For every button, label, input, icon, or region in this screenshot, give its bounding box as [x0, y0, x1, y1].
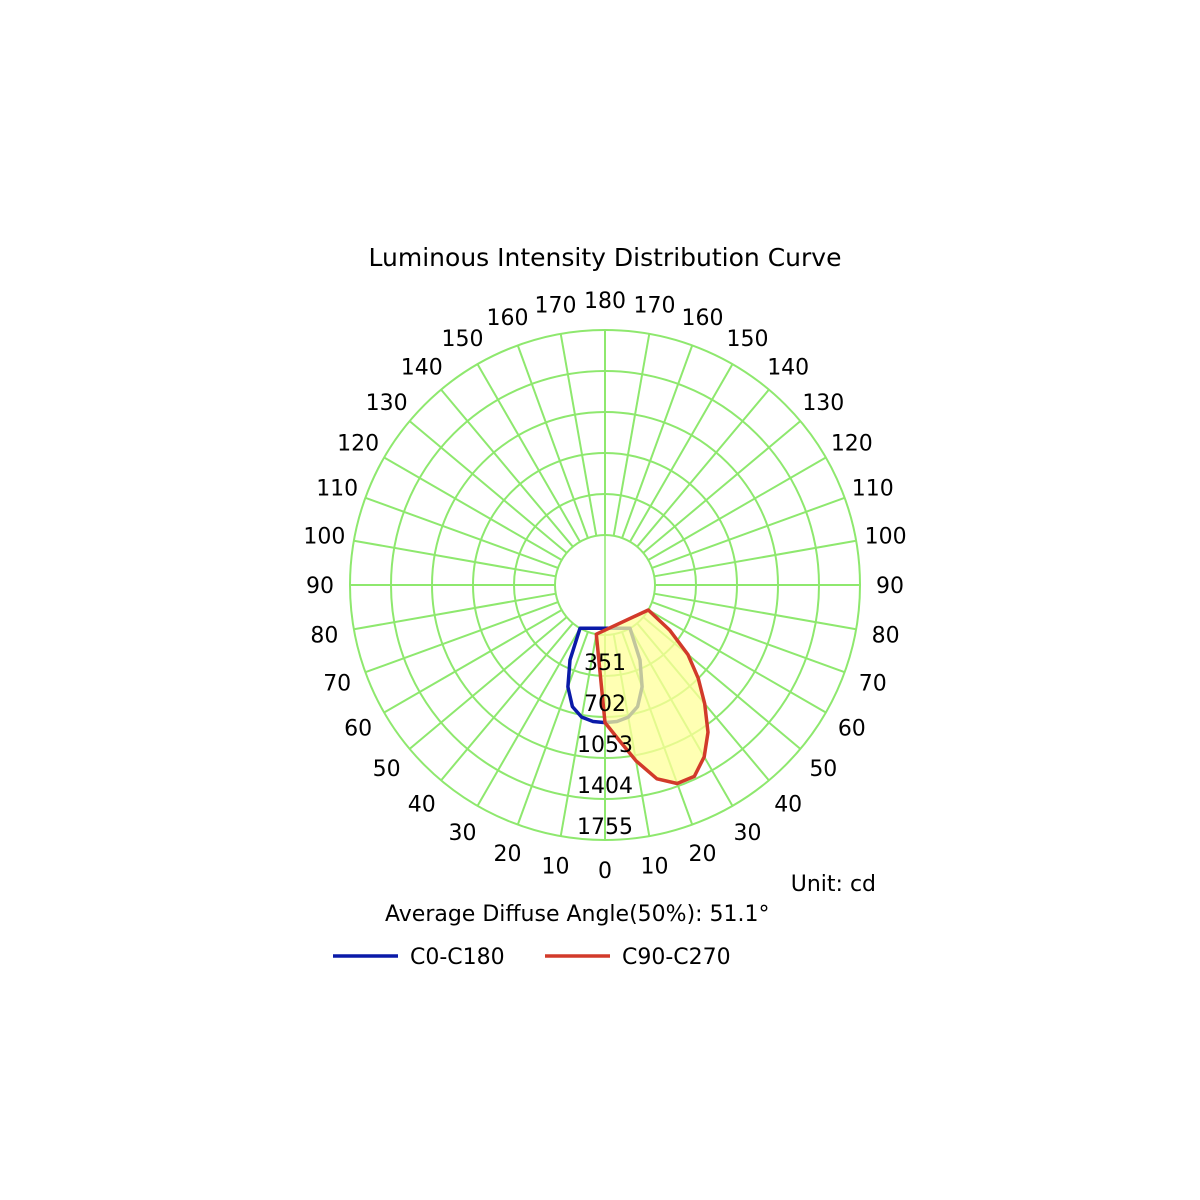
- angle-tick-label: 130: [802, 391, 844, 416]
- angle-tick-label: 10: [542, 855, 570, 880]
- angle-tick-label: 110: [852, 477, 894, 502]
- grid-spoke: [440, 622, 574, 781]
- angle-tick-label: 100: [865, 525, 907, 550]
- angle-tick-label: 90: [306, 574, 334, 599]
- grid-spoke: [383, 609, 563, 714]
- legend: C0-C180 C90-C270: [333, 945, 731, 970]
- angle-tick-label: 30: [734, 821, 762, 846]
- legend-label: C0-C180: [410, 945, 505, 970]
- angle-tick-label: 100: [303, 525, 345, 550]
- angle-tick-label: 140: [401, 356, 443, 381]
- radial-tick-label: 1404: [577, 774, 633, 799]
- angle-tick-label: 0: [598, 859, 612, 884]
- angle-tick-label: 50: [809, 757, 837, 782]
- angle-tick-label: 30: [449, 821, 477, 846]
- grid-spoke: [559, 333, 598, 536]
- angle-tick-label: 140: [767, 356, 809, 381]
- angle-tick-label: 50: [373, 757, 401, 782]
- grid-spoke: [654, 592, 857, 631]
- radial-tick-label: 702: [584, 692, 626, 717]
- angle-tick-label: 160: [681, 306, 723, 331]
- angle-tick-label: 20: [494, 842, 522, 867]
- angle-tick-label: 80: [872, 623, 900, 648]
- angle-tick-label: 20: [688, 842, 716, 867]
- average-angle-label: Average Diffuse Angle(50%): 51.1°: [385, 902, 770, 927]
- angle-tick-label: 150: [442, 327, 484, 352]
- grid-spoke: [612, 333, 651, 536]
- radial-tick-labels: 351 702 1053 1404 1755: [577, 651, 633, 840]
- grid-spoke: [353, 592, 556, 631]
- grid-spoke: [651, 496, 845, 569]
- grid-spoke: [651, 601, 845, 674]
- angle-tick-label: 10: [640, 855, 668, 880]
- angle-tick-label: 110: [316, 477, 358, 502]
- legend-label: C90-C270: [622, 945, 731, 970]
- angle-tick-label: 160: [487, 306, 529, 331]
- angle-tick-label: 70: [323, 671, 351, 696]
- series-curve-C90-C270: [594, 608, 710, 786]
- grid-spoke: [365, 601, 559, 674]
- angle-tick-label: 80: [310, 623, 338, 648]
- intensity-curves: [566, 608, 710, 786]
- grid-spoke: [621, 345, 694, 539]
- angle-tick-label: 40: [774, 792, 802, 817]
- grid-spoke: [476, 627, 581, 807]
- grid-spoke: [516, 345, 589, 539]
- polar-grid: [349, 329, 861, 841]
- angle-tick-label: 170: [535, 293, 577, 318]
- angle-tick-label: 90: [876, 574, 904, 599]
- unit-label: Unit: cd: [791, 872, 876, 897]
- angle-tick-label: 150: [727, 327, 769, 352]
- grid-spoke: [636, 389, 770, 548]
- grid-spoke: [629, 363, 734, 543]
- angle-tick-labels: 0102030405060708090100110120130140150160…: [303, 289, 906, 884]
- grid-spoke: [409, 616, 568, 750]
- grid-spoke: [476, 363, 581, 543]
- angle-tick-label: 170: [633, 293, 675, 318]
- grid-spoke: [353, 539, 556, 578]
- grid-spoke: [409, 420, 568, 554]
- radial-tick-label: 1755: [577, 815, 633, 840]
- angle-tick-label: 40: [408, 792, 436, 817]
- angle-tick-label: 180: [584, 289, 626, 314]
- grid-spoke: [654, 539, 857, 578]
- grid-spoke: [642, 420, 801, 554]
- grid-spoke: [365, 496, 559, 569]
- grid-spoke: [559, 634, 598, 837]
- angle-tick-label: 60: [838, 717, 866, 742]
- angle-tick-label: 120: [831, 432, 873, 457]
- radial-tick-label: 351: [584, 651, 626, 676]
- grid-spoke: [383, 456, 563, 561]
- radial-tick-label: 1053: [577, 733, 633, 758]
- grid-spoke: [647, 609, 827, 714]
- grid-spoke: [440, 389, 574, 548]
- angle-tick-label: 130: [366, 391, 408, 416]
- angle-tick-label: 70: [859, 671, 887, 696]
- grid-spoke: [647, 456, 827, 561]
- angle-tick-label: 60: [344, 717, 372, 742]
- angle-tick-label: 120: [337, 432, 379, 457]
- grid-spoke: [516, 631, 589, 825]
- chart-title: Luminous Intensity Distribution Curve: [369, 243, 842, 272]
